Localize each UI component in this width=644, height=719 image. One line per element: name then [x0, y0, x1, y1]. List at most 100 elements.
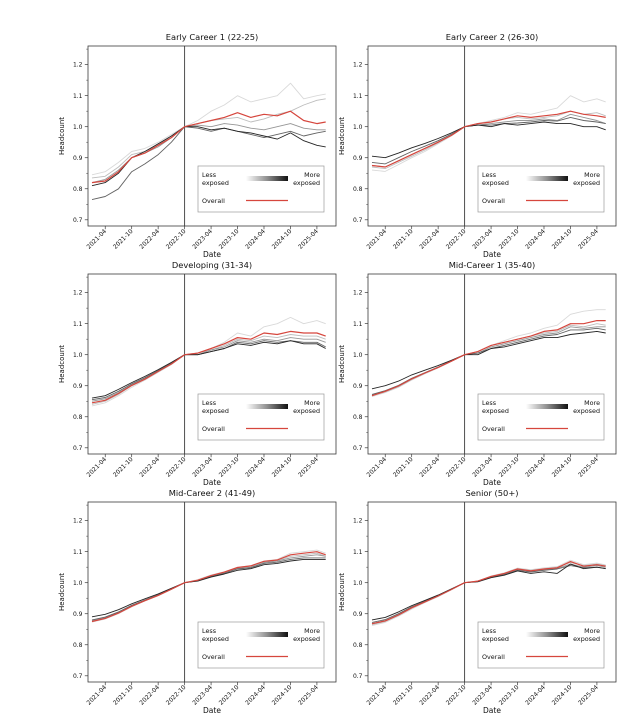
subplot-title: Early Career 2 (26-30) — [446, 32, 538, 42]
y-tick-label: 0.7 — [353, 217, 363, 224]
series-line-grey-5-darkest — [371, 330, 606, 390]
y-tick-label: 0.8 — [353, 642, 363, 649]
y-axis-label: Headcount — [58, 573, 66, 611]
y-tick-label: 1.0 — [353, 352, 363, 359]
subplot-title: Mid-Career 1 (35-40) — [449, 260, 536, 270]
y-tick-label: 1.1 — [73, 93, 83, 100]
subplot-mid-career-1-35-40: Mid-Career 1 (35-40)0.70.80.91.01.11.220… — [338, 260, 617, 487]
legend-exposure-gradient-bar — [246, 176, 288, 181]
subplot-title: Mid-Career 2 (41-49) — [169, 488, 256, 498]
legend-box — [197, 165, 325, 213]
legend-more-label-line2: exposed — [293, 635, 320, 643]
y-tick-label: 1.0 — [73, 124, 83, 131]
y-tick-label: 0.7 — [73, 673, 83, 680]
legend-overall-label: Overall — [482, 197, 505, 205]
y-tick-label: 1.2 — [73, 290, 83, 297]
legend-less-label-line1: Less — [202, 171, 217, 179]
series-line-overall-red — [371, 320, 606, 397]
series-line-overall-red — [91, 551, 326, 623]
legend-less-label-line2: exposed — [482, 407, 509, 415]
series-line-grey-1-lightest — [371, 95, 606, 172]
x-axis-label: Date — [203, 706, 221, 715]
y-tick-label: 0.7 — [73, 445, 83, 452]
subplot-early-career-1-22-25: Early Career 1 (22-25) 0.7 0.8 0.9 1.0 1.1 1.2… — [58, 32, 337, 259]
y-tick-label: 0.7 — [73, 217, 83, 224]
legend-more-label-line1: More — [584, 399, 600, 407]
y-tick-label: 0.7 — [353, 445, 363, 452]
y-tick-label: 0.8 — [73, 186, 83, 193]
y-tick-label: 0.9 — [73, 611, 83, 618]
legend-more-label-line2: exposed — [573, 179, 600, 187]
legend-box — [197, 621, 325, 669]
legend-more-label-line2: exposed — [573, 635, 600, 643]
x-axis-label: Date — [483, 706, 501, 715]
legend-less-label-line1: Less — [202, 627, 217, 635]
legend-box — [477, 393, 605, 441]
legend-less-label-line1: Less — [482, 171, 497, 179]
legend-more-label-line1: More — [584, 171, 600, 179]
y-tick-label: 0.9 — [353, 383, 363, 390]
legend-overall-label: Overall — [202, 653, 225, 661]
y-tick-label: 0.8 — [353, 186, 363, 193]
series-line-overall-red — [371, 560, 606, 625]
subplot-title: Developing (31-34) — [172, 260, 252, 270]
series-line-grey-5-darkest — [91, 340, 326, 399]
legend-less-label-line2: exposed — [482, 635, 509, 643]
axes-frame — [87, 501, 337, 683]
legend-overall-label: Overall — [482, 653, 505, 661]
y-tick-label: 1.1 — [353, 321, 363, 328]
axes-frame — [367, 45, 617, 227]
legend-exposure-gradient-bar — [246, 632, 288, 637]
series-line-grey-5-darkest — [371, 121, 606, 159]
legend-exposure-gradient-bar — [526, 404, 568, 409]
series-line-overall-red — [91, 330, 326, 404]
legend-less-label-line2: exposed — [482, 179, 509, 187]
series-line-overall-red — [371, 110, 606, 168]
y-tick-label: 1.1 — [73, 549, 83, 556]
legend-exposure-gradient-bar — [526, 632, 568, 637]
legend-overall-label: Overall — [482, 425, 505, 433]
series-line-grey-4 — [91, 126, 326, 201]
legend-box — [477, 621, 605, 669]
y-tick-label: 1.1 — [353, 549, 363, 556]
y-tick-label: 1.2 — [353, 518, 363, 525]
series-line-grey-1-lightest — [91, 82, 326, 176]
series-line-overall-red — [91, 110, 326, 184]
legend-box — [197, 393, 325, 441]
y-tick-label: 0.8 — [73, 642, 83, 649]
legend-box — [477, 165, 605, 213]
y-axis-label: Headcount — [338, 573, 346, 611]
series-line-grey-4 — [91, 557, 326, 621]
legend-more-label-line1: More — [304, 171, 320, 179]
legend-more-label-line1: More — [304, 399, 320, 407]
legend-less-label-line1: Less — [482, 399, 497, 407]
y-axis-label: Headcount — [58, 345, 66, 383]
subplot-title: Senior (50+) — [465, 488, 518, 498]
x-axis-label: Date — [203, 478, 221, 487]
y-tick-label: 0.7 — [353, 673, 363, 680]
legend-more-label-line1: More — [304, 627, 320, 635]
legend-more-label-line2: exposed — [293, 407, 320, 415]
legend-less-label-line2: exposed — [202, 407, 229, 415]
legend-exposure-gradient-bar — [246, 404, 288, 409]
y-tick-label: 0.9 — [73, 383, 83, 390]
axes-frame — [367, 273, 617, 455]
y-tick-label: 1.0 — [353, 580, 363, 587]
legend-more-label-line1: More — [584, 627, 600, 635]
y-tick-label: 1.1 — [73, 321, 83, 328]
legend-less-label-line2: exposed — [202, 179, 229, 187]
legend-exposure-gradient-bar — [526, 176, 568, 181]
y-tick-label: 1.2 — [353, 290, 363, 297]
y-tick-label: 1.0 — [73, 580, 83, 587]
series-line-grey-5-darkest — [91, 558, 326, 618]
y-tick-label: 0.9 — [353, 611, 363, 618]
y-tick-label: 0.8 — [353, 414, 363, 421]
y-tick-label: 1.1 — [353, 93, 363, 100]
y-tick-label: 1.0 — [73, 352, 83, 359]
y-tick-label: 1.0 — [353, 124, 363, 131]
